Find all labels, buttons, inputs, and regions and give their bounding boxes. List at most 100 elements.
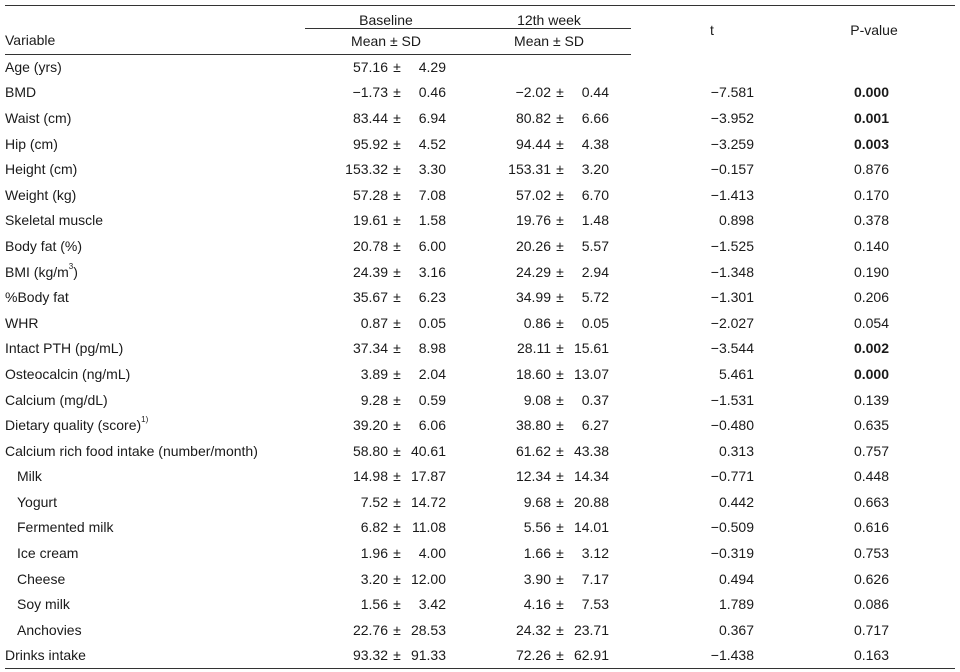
baseline-sd: 1.58 (418, 212, 446, 229)
baseline-mean: 24.39 (352, 263, 388, 280)
plus-minus-sign: ± (556, 314, 564, 331)
baseline-cell: 58.80 ±40.61 (305, 438, 467, 464)
baseline-sd: 0.59 (418, 391, 446, 408)
week12-cell: 24.32 ±23.71 (467, 617, 631, 643)
plus-minus-sign: ± (393, 519, 401, 536)
baseline-sd: 6.94 (418, 109, 446, 126)
plus-minus-sign: ± (393, 314, 401, 331)
week12-cell: 61.62 ±43.38 (467, 438, 631, 464)
variable-name: Ice cream (17, 545, 79, 562)
t-value: −3.544 (710, 340, 754, 357)
variable-name: BMD (5, 84, 37, 101)
variable-cell: Osteocalcin (ng/mL) (5, 361, 305, 387)
p-value: 0.616 (853, 519, 889, 536)
week12-sd: 6.27 (581, 417, 609, 434)
baseline-mean-sd: 57.28 ±7.08 (326, 187, 446, 203)
baseline-mean-sd: 1.96 ±4.00 (326, 545, 446, 561)
week12-mean: 5.56 (523, 519, 551, 536)
week12-mean: 0.86 (523, 314, 551, 331)
week12-cell: 1.66 ±3.12 (467, 540, 631, 566)
week12-mean-sd: 5.56 ±14.01 (489, 519, 609, 535)
baseline-sd: 6.00 (418, 237, 446, 254)
week12-mean: −2.02 (515, 84, 551, 101)
t-header: t (631, 5, 793, 54)
week12-mean: 4.16 (523, 596, 551, 613)
variable-cell: WHR (5, 310, 305, 336)
week12-cell: 80.82 ±6.66 (467, 105, 631, 131)
plus-minus-sign: ± (393, 417, 401, 434)
table-row: Hip (cm) 95.92 ±4.52 94.44 ±4.38 −3.259 0.003 (5, 131, 955, 157)
baseline-mean: 57.16 (352, 59, 388, 76)
week12-cell: 38.80 ±6.27 (467, 412, 631, 438)
baseline-mean-sd: 22.76 ±28.53 (326, 622, 446, 638)
t-value: −1.438 (631, 642, 793, 669)
week12-mean: 12.34 (515, 468, 551, 485)
plus-minus-sign: ± (393, 59, 401, 76)
t-value: 0.313 (718, 442, 754, 459)
week12-mean: 9.08 (523, 391, 551, 408)
week12-sd: 62.91 (573, 647, 609, 664)
variable-cell: BMD (5, 80, 305, 106)
variable-cell: Yogurt (5, 489, 305, 515)
plus-minus-sign: ± (556, 84, 564, 101)
baseline-mean: 9.28 (360, 391, 388, 408)
baseline-sd: 0.05 (418, 314, 446, 331)
week12-sd: 14.34 (573, 468, 609, 485)
week12-mean: 1.66 (523, 545, 551, 562)
plus-minus-sign: ± (393, 135, 401, 152)
p-value: 0.003 (853, 135, 889, 152)
baseline-sd: 0.46 (418, 84, 446, 101)
week12-mean: 57.02 (515, 186, 551, 203)
variable-cell: Age (yrs) (5, 54, 305, 80)
baseline-cell: 9.28 ±0.59 (305, 387, 467, 413)
baseline-mean-sd-header: Mean ± SD (305, 28, 467, 55)
baseline-cell: 0.87 ±0.05 (305, 310, 467, 336)
plus-minus-sign: ± (556, 263, 564, 280)
variable-name: Intact PTH (pg/mL) (5, 340, 124, 357)
baseline-cell: 83.44 ±6.94 (305, 105, 467, 131)
p-value-header: P-value (793, 5, 955, 54)
week12-mean-sd: 20.26 ±5.57 (489, 238, 609, 254)
week12-sd: 13.07 (573, 365, 609, 382)
p-value: 0.876 (853, 161, 889, 178)
baseline-sd: 6.23 (418, 289, 446, 306)
week12-mean: 72.26 (515, 647, 551, 664)
variable-name: Yogurt (17, 493, 57, 510)
p-value: 0.000 (853, 84, 889, 101)
baseline-mean: 93.32 (352, 647, 388, 664)
t-value: −7.581 (710, 84, 754, 101)
t-value: 0.442 (718, 493, 754, 510)
week12-mean-sd: −2.02 ±0.44 (489, 84, 609, 100)
baseline-mean-sd: 1.56 ±3.42 (326, 596, 446, 612)
baseline-sd: 3.30 (418, 161, 446, 178)
t-value: −2.027 (710, 314, 754, 331)
week12-sd: 3.12 (581, 545, 609, 562)
week12-sd: 20.88 (573, 493, 609, 510)
table-row: %Body fat 35.67 ±6.23 34.99 ±5.72 −1.301 0.206 (5, 284, 955, 310)
p-value: 0.663 (853, 493, 889, 510)
week12-mean-sd: 24.29 ±2.94 (489, 264, 609, 280)
week12-sd: 4.38 (581, 135, 609, 152)
variable-cell: Skeletal muscle (5, 208, 305, 234)
baseline-mean: 19.61 (352, 212, 388, 229)
variable-cell: Cheese (5, 566, 305, 592)
week12-mean: 24.32 (515, 621, 551, 638)
week12-cell: 24.29 ±2.94 (467, 259, 631, 285)
baseline-cell: 22.76 ±28.53 (305, 617, 467, 643)
variable-name: BMI (kg/m (5, 263, 69, 280)
week12-cell: 0.86 ±0.05 (467, 310, 631, 336)
table-row: Yogurt 7.52 ±14.72 9.68 ±20.88 0.442 0.663 (5, 489, 955, 515)
week12-sd: 0.44 (581, 84, 609, 101)
t-value: −0.480 (710, 417, 754, 434)
baseline-sd: 2.04 (418, 365, 446, 382)
table-row: Calcium (mg/dL) 9.28 ±0.59 9.08 ±0.37 −1.531 0… (5, 387, 955, 413)
baseline-mean-sd: 0.87 ±0.05 (326, 315, 446, 331)
baseline-mean-sd: 19.61 ±1.58 (326, 212, 446, 228)
week12-cell: 5.56 ±14.01 (467, 515, 631, 541)
baseline-cell: 6.82 ±11.08 (305, 515, 467, 541)
baseline-sd: 17.87 (410, 468, 446, 485)
week12-cell: 18.60 ±13.07 (467, 361, 631, 387)
week12-cell: 72.26 ±62.91 (467, 642, 631, 669)
table-row: Skeletal muscle 19.61 ±1.58 19.76 ±1.48 0.898… (5, 208, 955, 234)
baseline-cell: 37.34 ±8.98 (305, 336, 467, 362)
